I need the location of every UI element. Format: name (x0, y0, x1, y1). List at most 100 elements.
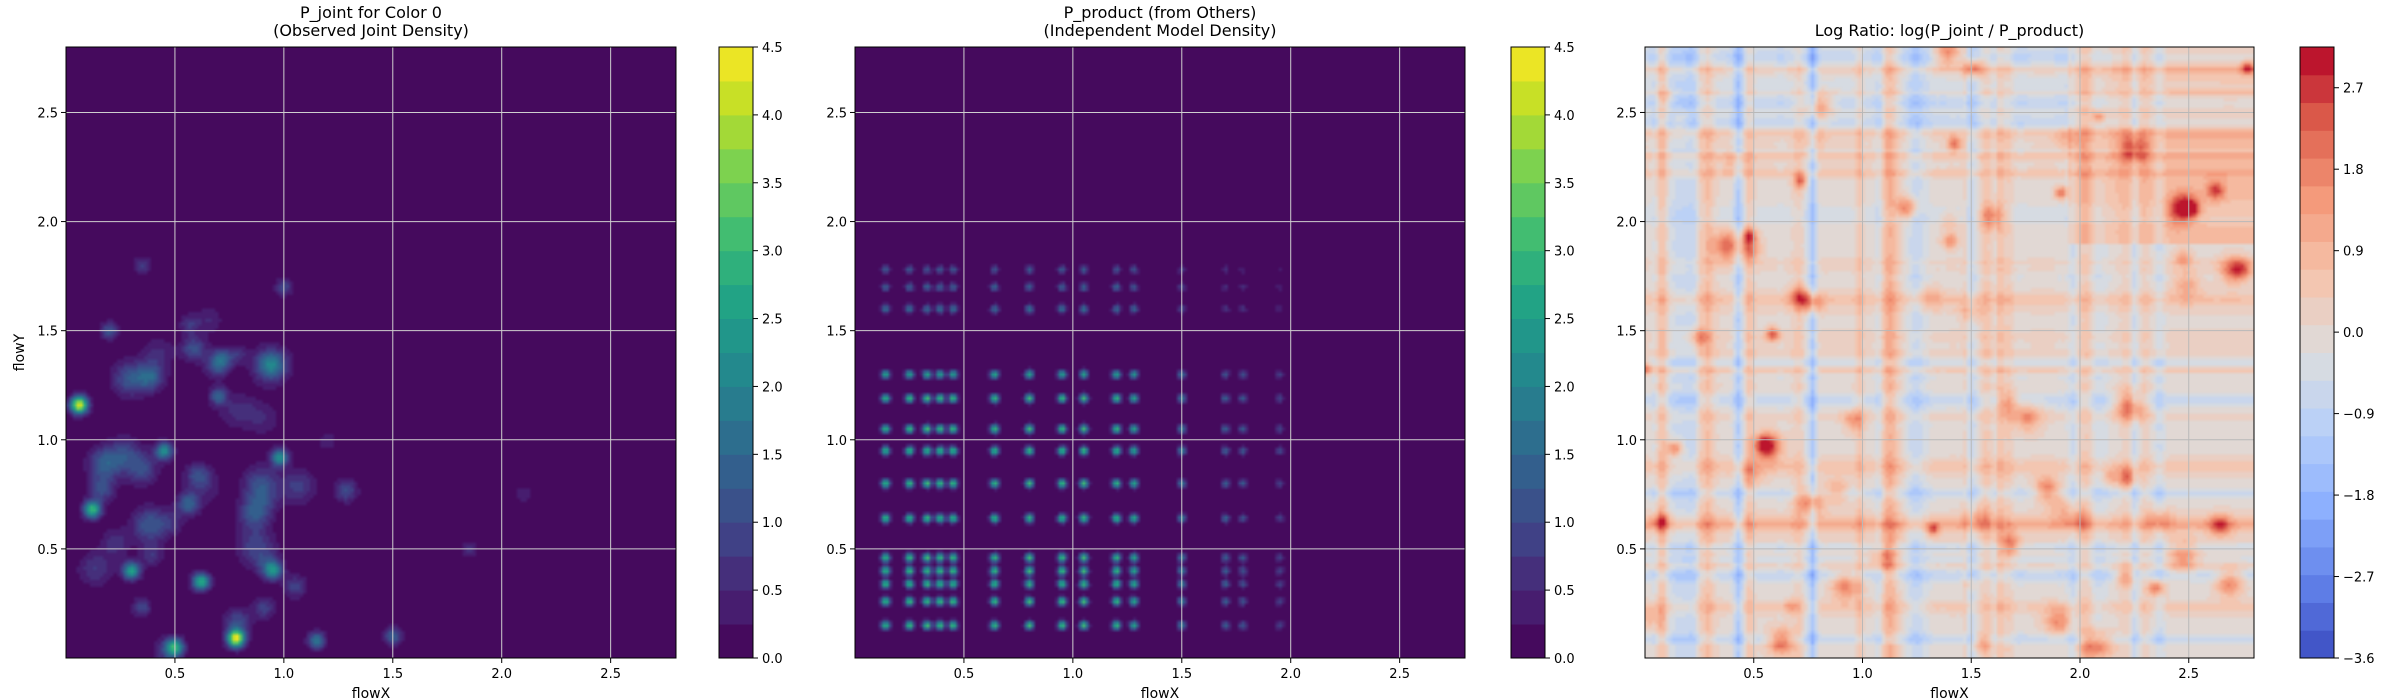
colorbar-3: −3.6 −2.7 −1.8 −0.9 0.0 0.9 1.8 2.7 (2299, 46, 2375, 667)
colorbar-tick-label: 1.5 (762, 448, 783, 463)
colorbar-level (719, 454, 753, 489)
colorbar-level (719, 114, 753, 150)
colorbar-frame (718, 46, 754, 659)
colorbar-level (1511, 352, 1545, 387)
colorbar-tick-label: 1.5 (1554, 448, 1575, 463)
colorbar-level (2300, 463, 2334, 492)
y-tick-label: 0.5 (1616, 543, 1637, 558)
colorbar-level (1511, 148, 1545, 184)
axes-1: 0.5 1.0 1.5 2.0 2.5 0.5 1.0 1.5 2.0 2.5 flowX flowY… (12, 3, 677, 700)
colorbar-level (719, 182, 753, 218)
colorbar-level (719, 318, 753, 353)
chart-title-line: (Observed Joint Density) (273, 21, 469, 40)
x-tick-label: 1.5 (382, 667, 403, 682)
colorbar-tick-label: 0.5 (762, 584, 783, 599)
colorbar-level (1511, 590, 1545, 625)
colorbar-tick-label: 1.8 (2343, 163, 2364, 178)
chart-title: Log Ratio: log(P_joint / P_product) (1815, 21, 2085, 41)
colorbar-level (1511, 182, 1545, 218)
y-tick-label: 2.0 (1616, 216, 1637, 231)
axes-frame (854, 46, 1466, 659)
colorbar-level (2300, 546, 2334, 576)
colorbar-level (719, 488, 753, 523)
colorbar-tick-label: 0.0 (2343, 326, 2364, 341)
axes-2: 0.5 1.0 1.5 2.0 2.5 0.5 1.0 1.5 2.0 2.5 flowX P_pro… (826, 3, 1466, 700)
colorbar-level (2300, 158, 2334, 187)
x-tick-label: 1.0 (1852, 667, 1873, 682)
colorbar-level (1511, 420, 1545, 455)
colorbar-tick-label: 2.5 (1554, 313, 1575, 328)
colorbar-level (2300, 380, 2334, 409)
y-tick-label: 0.5 (37, 543, 58, 558)
y-tick-label: 2.5 (826, 106, 847, 121)
colorbar-level (719, 47, 753, 82)
x-axis-label: flowX (1930, 686, 1969, 700)
colorbar-level (1511, 318, 1545, 353)
colorbar-level (2300, 491, 2334, 520)
colorbar-level (1511, 386, 1545, 421)
colorbar-tick-label: 4.5 (1554, 41, 1575, 56)
colorbar-tick-label: 3.0 (762, 245, 783, 260)
x-tick-label: 2.5 (1389, 667, 1410, 682)
colorbar-level (1511, 250, 1545, 286)
colorbar-level (1511, 216, 1545, 252)
colorbar-tick-label: 0.0 (1554, 652, 1575, 667)
x-tick-label: 2.5 (2178, 667, 2199, 682)
colorbar-level (1511, 488, 1545, 523)
colorbar-level (2300, 241, 2334, 270)
colorbar-level (2300, 352, 2334, 381)
x-axis-label: flowX (1141, 686, 1180, 700)
colorbar-level (2300, 130, 2334, 159)
colorbar-level (719, 386, 753, 421)
colorbar-tick-label: 0.5 (1554, 584, 1575, 599)
colorbar-tick-label: −0.9 (2343, 408, 2375, 423)
x-tick-label: 0.5 (165, 667, 186, 682)
colorbar-level (1511, 114, 1545, 150)
x-tick-label: 1.5 (1961, 667, 1982, 682)
colorbar-tick-label: −2.7 (2343, 571, 2375, 586)
colorbar-level (2300, 630, 2334, 659)
colorbar-level (1511, 80, 1545, 116)
y-tick-label: 1.0 (37, 434, 58, 449)
x-tick-label: 2.0 (2070, 667, 2091, 682)
y-tick-label: 1.5 (37, 325, 58, 340)
chart-title-line: (Independent Model Density) (1044, 21, 1277, 40)
x-tick-label: 2.5 (600, 667, 621, 682)
chart-title-line: P_joint for Color 0 (300, 3, 442, 23)
y-tick-label: 2.0 (826, 216, 847, 231)
colorbar-tick-label: 2.0 (1554, 380, 1575, 395)
x-tick-label: 1.0 (1063, 667, 1084, 682)
y-tick-label: 1.5 (826, 325, 847, 340)
colorbar-level (1511, 47, 1545, 82)
colorbar-level (2300, 185, 2334, 215)
colorbar-level (719, 590, 753, 625)
colorbar-tick-label: 2.5 (762, 313, 783, 328)
colorbar-tick-label: 4.5 (762, 41, 783, 56)
colorbar-level (1511, 556, 1545, 591)
colorbar-level (719, 148, 753, 184)
colorbar-level (719, 556, 753, 591)
colorbar-frame (1510, 46, 1546, 659)
x-tick-label: 2.0 (491, 667, 512, 682)
colorbar-level (719, 624, 753, 659)
colorbar-level (2300, 408, 2334, 437)
y-axis-label: flowY (12, 333, 28, 371)
colorbar-level (719, 250, 753, 286)
colorbar-tick-label: 1.0 (1554, 516, 1575, 531)
colorbar-level (719, 522, 753, 557)
product-density-heatmap (855, 47, 1465, 658)
colorbar-tick-label: 2.7 (2343, 82, 2364, 97)
colorbar-level (2300, 102, 2334, 131)
colorbar-level (2300, 435, 2334, 465)
axes-frame (65, 46, 677, 659)
y-tick-label: 2.5 (1616, 106, 1637, 121)
y-tick-label: 1.0 (1616, 434, 1637, 449)
colorbar-level (719, 352, 753, 387)
colorbar-level (2300, 269, 2334, 298)
colorbar-frame (2299, 46, 2335, 659)
colorbar-tick-label: 0.9 (2343, 245, 2364, 260)
y-tick-label: 2.0 (37, 216, 58, 231)
colorbar-level (719, 216, 753, 252)
colorbar-level (1511, 284, 1545, 320)
